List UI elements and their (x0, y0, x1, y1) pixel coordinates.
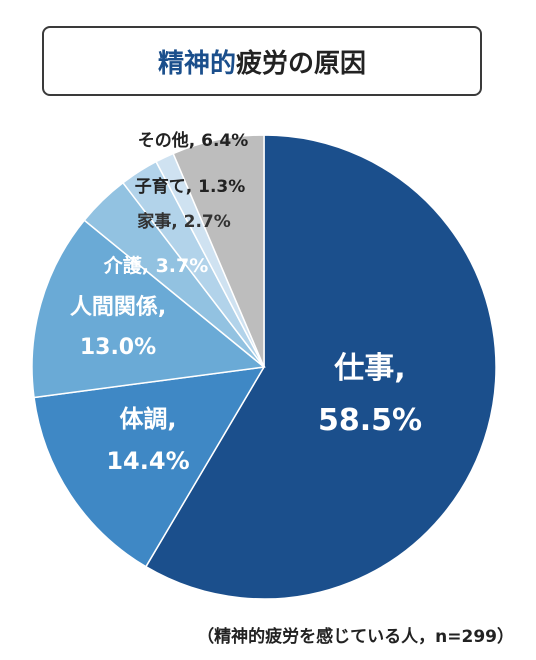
pie-slice-3 (31, 219, 266, 399)
pie-label-7: その他, 6.4% (138, 130, 249, 151)
pie-slice-7 (172, 134, 265, 368)
pie-slice-2 (33, 366, 266, 568)
chart-title-accent: 精神的 (157, 48, 236, 79)
pie-label-5: 家事, 2.7% (137, 211, 231, 232)
chart-title-rest: 疲労の原因 (236, 48, 367, 79)
pie-label-1: 仕事, 58.5% (318, 351, 422, 438)
pie-label-3: 人間関係, 13.0% (70, 295, 166, 360)
sample-note: （精神的疲労を感じている人，n=299） (197, 627, 514, 647)
pie-label-6: 子育て, 1.3% (135, 176, 246, 197)
pie-slice-1 (144, 134, 497, 600)
pie-label-2: 体調, 14.4% (106, 405, 189, 475)
pie-label-4: 介護, 3.7% (103, 254, 209, 277)
chart-title-box: 精神的 疲労の原因 (42, 26, 482, 96)
